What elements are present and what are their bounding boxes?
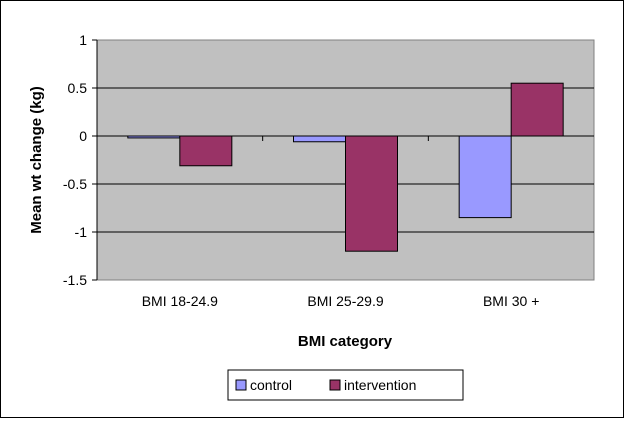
axes: 1 0.5 0 -0.5 -1 -1.5 BMI 18-24.9 BMI 25-29.9 BMI…	[63, 32, 594, 309]
y-tick-label: -1.5	[63, 272, 87, 288]
legend-label-intervention: intervention	[344, 377, 416, 393]
y-tick-label: -0.5	[63, 176, 87, 192]
x-axis-title: BMI category	[298, 333, 393, 350]
bar-control	[458, 135, 512, 219]
y-tick-label: -1	[75, 224, 88, 240]
y-tick-label: 0	[79, 128, 87, 144]
y-tick-label: 0.5	[68, 80, 88, 96]
bar-control	[293, 135, 346, 143]
legend-label-control: control	[250, 377, 292, 393]
legend-swatch-control	[235, 379, 247, 391]
bar-intervention	[345, 135, 398, 252]
bars	[127, 82, 564, 252]
y-tick-label: 1	[79, 32, 87, 48]
x-tick-label: BMI 18-24.9	[142, 293, 218, 309]
legend-swatch-intervention	[329, 379, 341, 391]
legend: control intervention	[227, 369, 464, 401]
bar-intervention	[510, 82, 564, 137]
y-axis-title: Mean wt change (kg)	[28, 86, 45, 234]
bar-intervention	[179, 135, 233, 167]
x-tick-label: BMI 25-29.9	[307, 293, 383, 309]
x-tick-label: BMI 30 +	[483, 293, 539, 309]
legend-box	[227, 369, 464, 401]
